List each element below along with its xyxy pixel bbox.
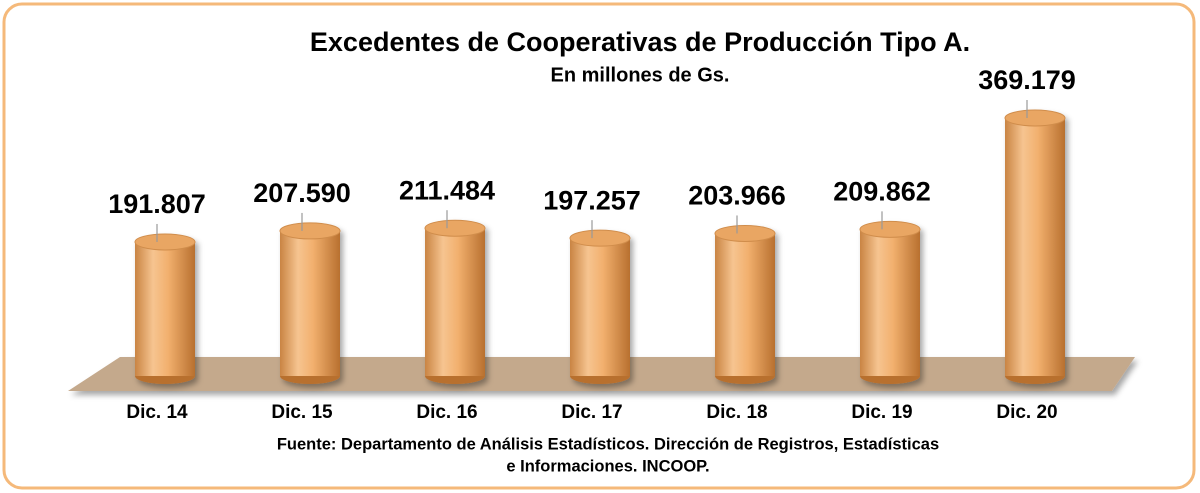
bar-top bbox=[279, 222, 341, 240]
bar bbox=[279, 222, 341, 384]
bar-body bbox=[570, 238, 630, 376]
source-note: e Informaciones. INCOOP. bbox=[506, 457, 709, 475]
data-label: 197.257 bbox=[543, 185, 641, 215]
data-label: 211.484 bbox=[399, 175, 495, 205]
bar bbox=[1004, 109, 1066, 384]
data-label: 203.966 bbox=[688, 181, 786, 211]
x-tick-label: Dic. 20 bbox=[996, 402, 1057, 423]
bar-top bbox=[424, 219, 486, 237]
chart-title: Excedentes de Cooperativas de Producción… bbox=[310, 27, 970, 57]
bar-top bbox=[714, 224, 776, 242]
bar bbox=[134, 233, 196, 384]
x-tick-label: Dic. 15 bbox=[271, 402, 333, 423]
bar-top bbox=[859, 220, 921, 238]
x-tick-label: Dic. 16 bbox=[416, 402, 477, 423]
bar-top bbox=[569, 229, 631, 247]
data-label: 207.590 bbox=[253, 178, 351, 208]
bar-top bbox=[1004, 109, 1066, 127]
data-label: 209.862 bbox=[833, 176, 931, 206]
bar bbox=[569, 229, 631, 384]
bar-body bbox=[280, 230, 340, 376]
chart-subtitle: En millones de Gs. bbox=[551, 64, 730, 86]
bar-body bbox=[860, 229, 920, 376]
x-tick-label: Dic. 14 bbox=[126, 402, 188, 423]
bar bbox=[714, 224, 776, 384]
bar bbox=[424, 219, 486, 384]
bar-body bbox=[135, 241, 195, 376]
x-tick-label: Dic. 18 bbox=[706, 402, 767, 423]
bar-body bbox=[715, 233, 775, 376]
x-tick-label: Dic. 19 bbox=[851, 402, 912, 423]
data-label: 191.807 bbox=[108, 189, 206, 219]
bar bbox=[859, 220, 921, 384]
data-label: 369.179 bbox=[978, 65, 1076, 95]
bar-body bbox=[425, 228, 485, 376]
bar-top bbox=[134, 233, 196, 251]
source-note: Fuente: Departamento de Análisis Estadís… bbox=[277, 435, 939, 453]
x-tick-label: Dic. 17 bbox=[561, 402, 622, 423]
bar-body bbox=[1005, 118, 1065, 376]
